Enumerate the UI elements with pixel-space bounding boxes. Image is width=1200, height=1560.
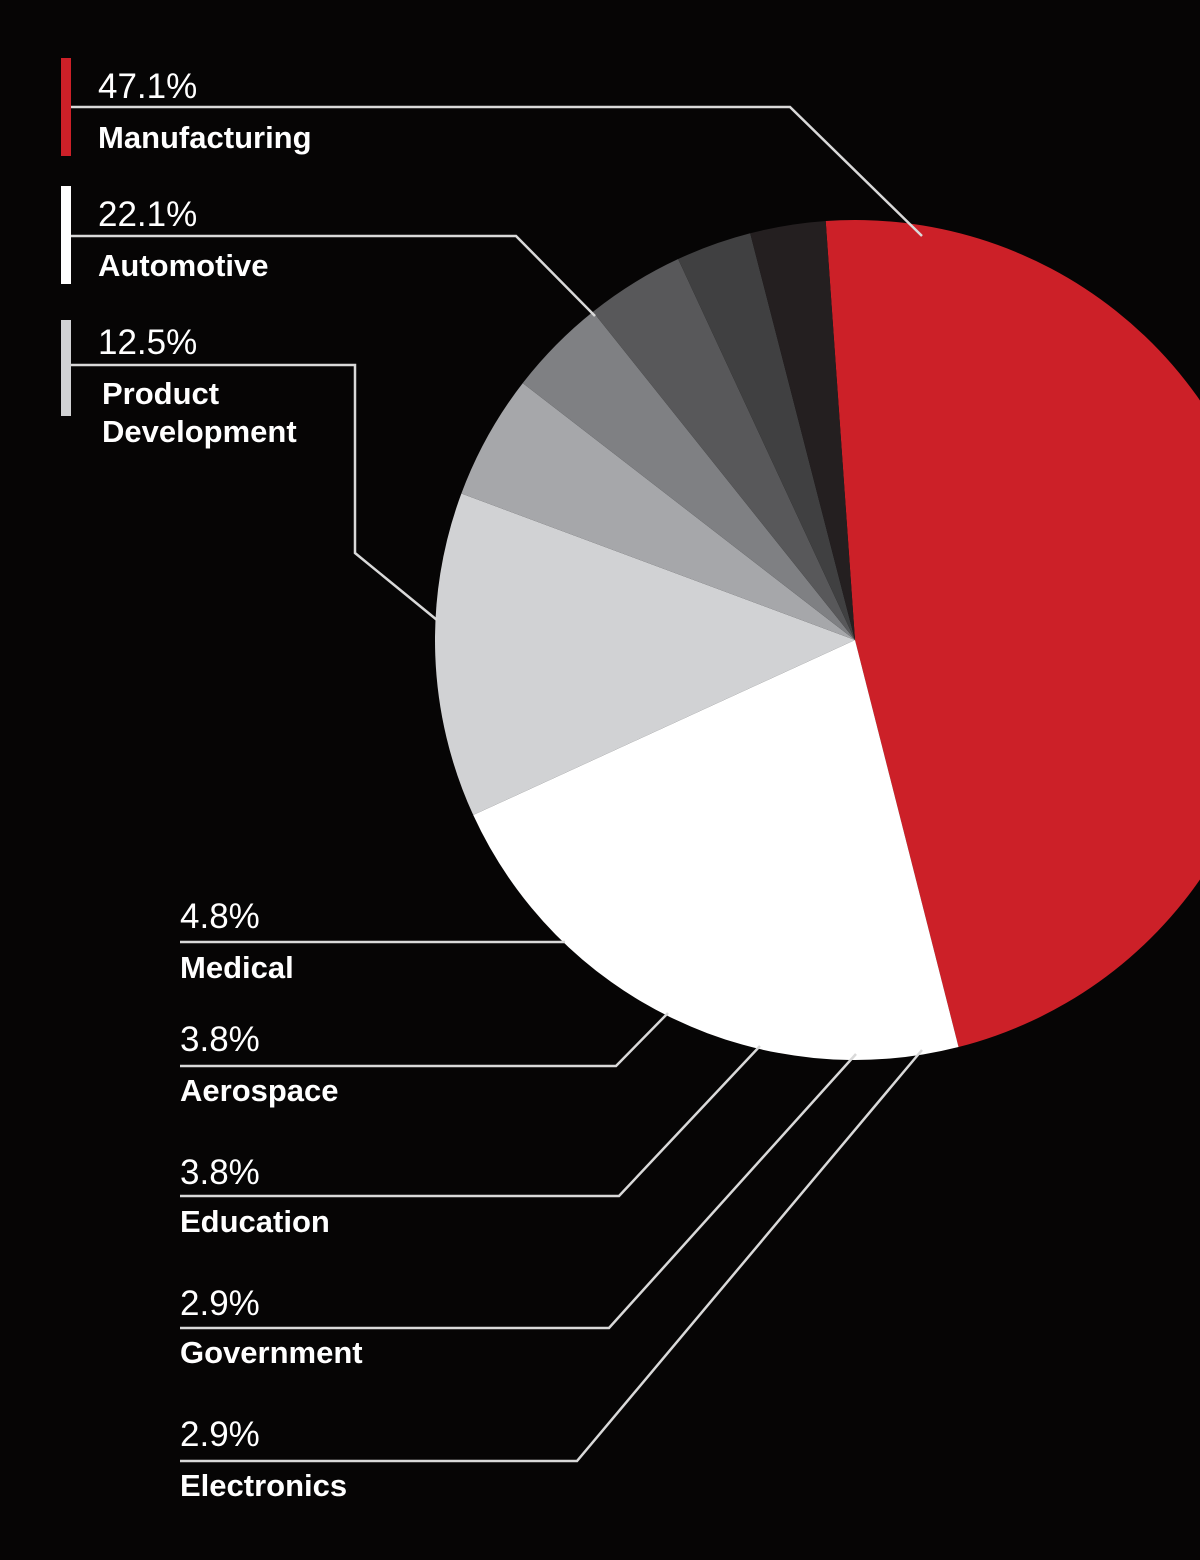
value-label-product-development: 12.5% bbox=[98, 323, 197, 362]
callout-electronics: 2.9% Electronics bbox=[180, 1049, 923, 1503]
pie-slice-medical bbox=[461, 383, 855, 640]
value-label-electronics: 2.9% bbox=[180, 1415, 260, 1454]
legend-bar-automotive bbox=[61, 186, 71, 284]
category-label-product-development: Product Development bbox=[102, 376, 297, 449]
leader-line-education bbox=[180, 1045, 761, 1198]
category-label-education: Education bbox=[180, 1204, 330, 1239]
value-label-aerospace: 3.8% bbox=[180, 1020, 260, 1059]
leader-line-manufacturing bbox=[64, 105, 923, 237]
callout-product-development: 12.5% Product Development bbox=[61, 320, 438, 621]
value-label-education: 3.8% bbox=[180, 1153, 260, 1192]
pie-slice-aerospace bbox=[522, 311, 855, 640]
callout-labels: 47.1% Manufacturing 22.1% Automotive 12.5% Pr… bbox=[61, 58, 923, 1503]
category-label-government: Government bbox=[180, 1335, 363, 1370]
pie-slice-electronics bbox=[750, 221, 855, 640]
value-label-manufacturing: 47.1% bbox=[98, 67, 197, 106]
leader-line-government bbox=[180, 1053, 857, 1330]
pie-slice-automotive bbox=[473, 640, 959, 1061]
callout-manufacturing: 47.1% Manufacturing bbox=[61, 58, 923, 237]
callout-education: 3.8% Education bbox=[180, 1045, 761, 1239]
leader-line-automotive bbox=[66, 234, 596, 317]
pie-slices bbox=[434, 220, 1200, 1061]
pie-slice-manufacturing bbox=[825, 220, 1200, 1048]
leader-line-electronics bbox=[180, 1049, 923, 1463]
leader-line-product-development bbox=[66, 363, 438, 621]
value-label-medical: 4.8% bbox=[180, 897, 260, 936]
value-label-automotive: 22.1% bbox=[98, 195, 197, 234]
category-label-electronics: Electronics bbox=[180, 1468, 347, 1503]
value-label-government: 2.9% bbox=[180, 1284, 260, 1323]
category-label-aerospace: Aerospace bbox=[180, 1073, 339, 1108]
category-label-automotive: Automotive bbox=[98, 248, 269, 283]
leader-line-aerospace bbox=[180, 1012, 669, 1068]
callout-government: 2.9% Government bbox=[180, 1053, 857, 1370]
callout-aerospace: 3.8% Aerospace bbox=[180, 1012, 669, 1108]
pie-slice-government bbox=[678, 233, 855, 641]
pie-slice-education bbox=[593, 259, 855, 640]
category-label-manufacturing: Manufacturing bbox=[98, 120, 312, 155]
category-label-medical: Medical bbox=[180, 950, 294, 985]
legend-bar-product-development bbox=[61, 320, 71, 416]
callout-automotive: 22.1% Automotive bbox=[61, 186, 596, 317]
legend-bar-manufacturing bbox=[61, 58, 71, 156]
pie-slice-product-development bbox=[434, 493, 855, 816]
callout-medical: 4.8% Medical bbox=[180, 897, 565, 985]
